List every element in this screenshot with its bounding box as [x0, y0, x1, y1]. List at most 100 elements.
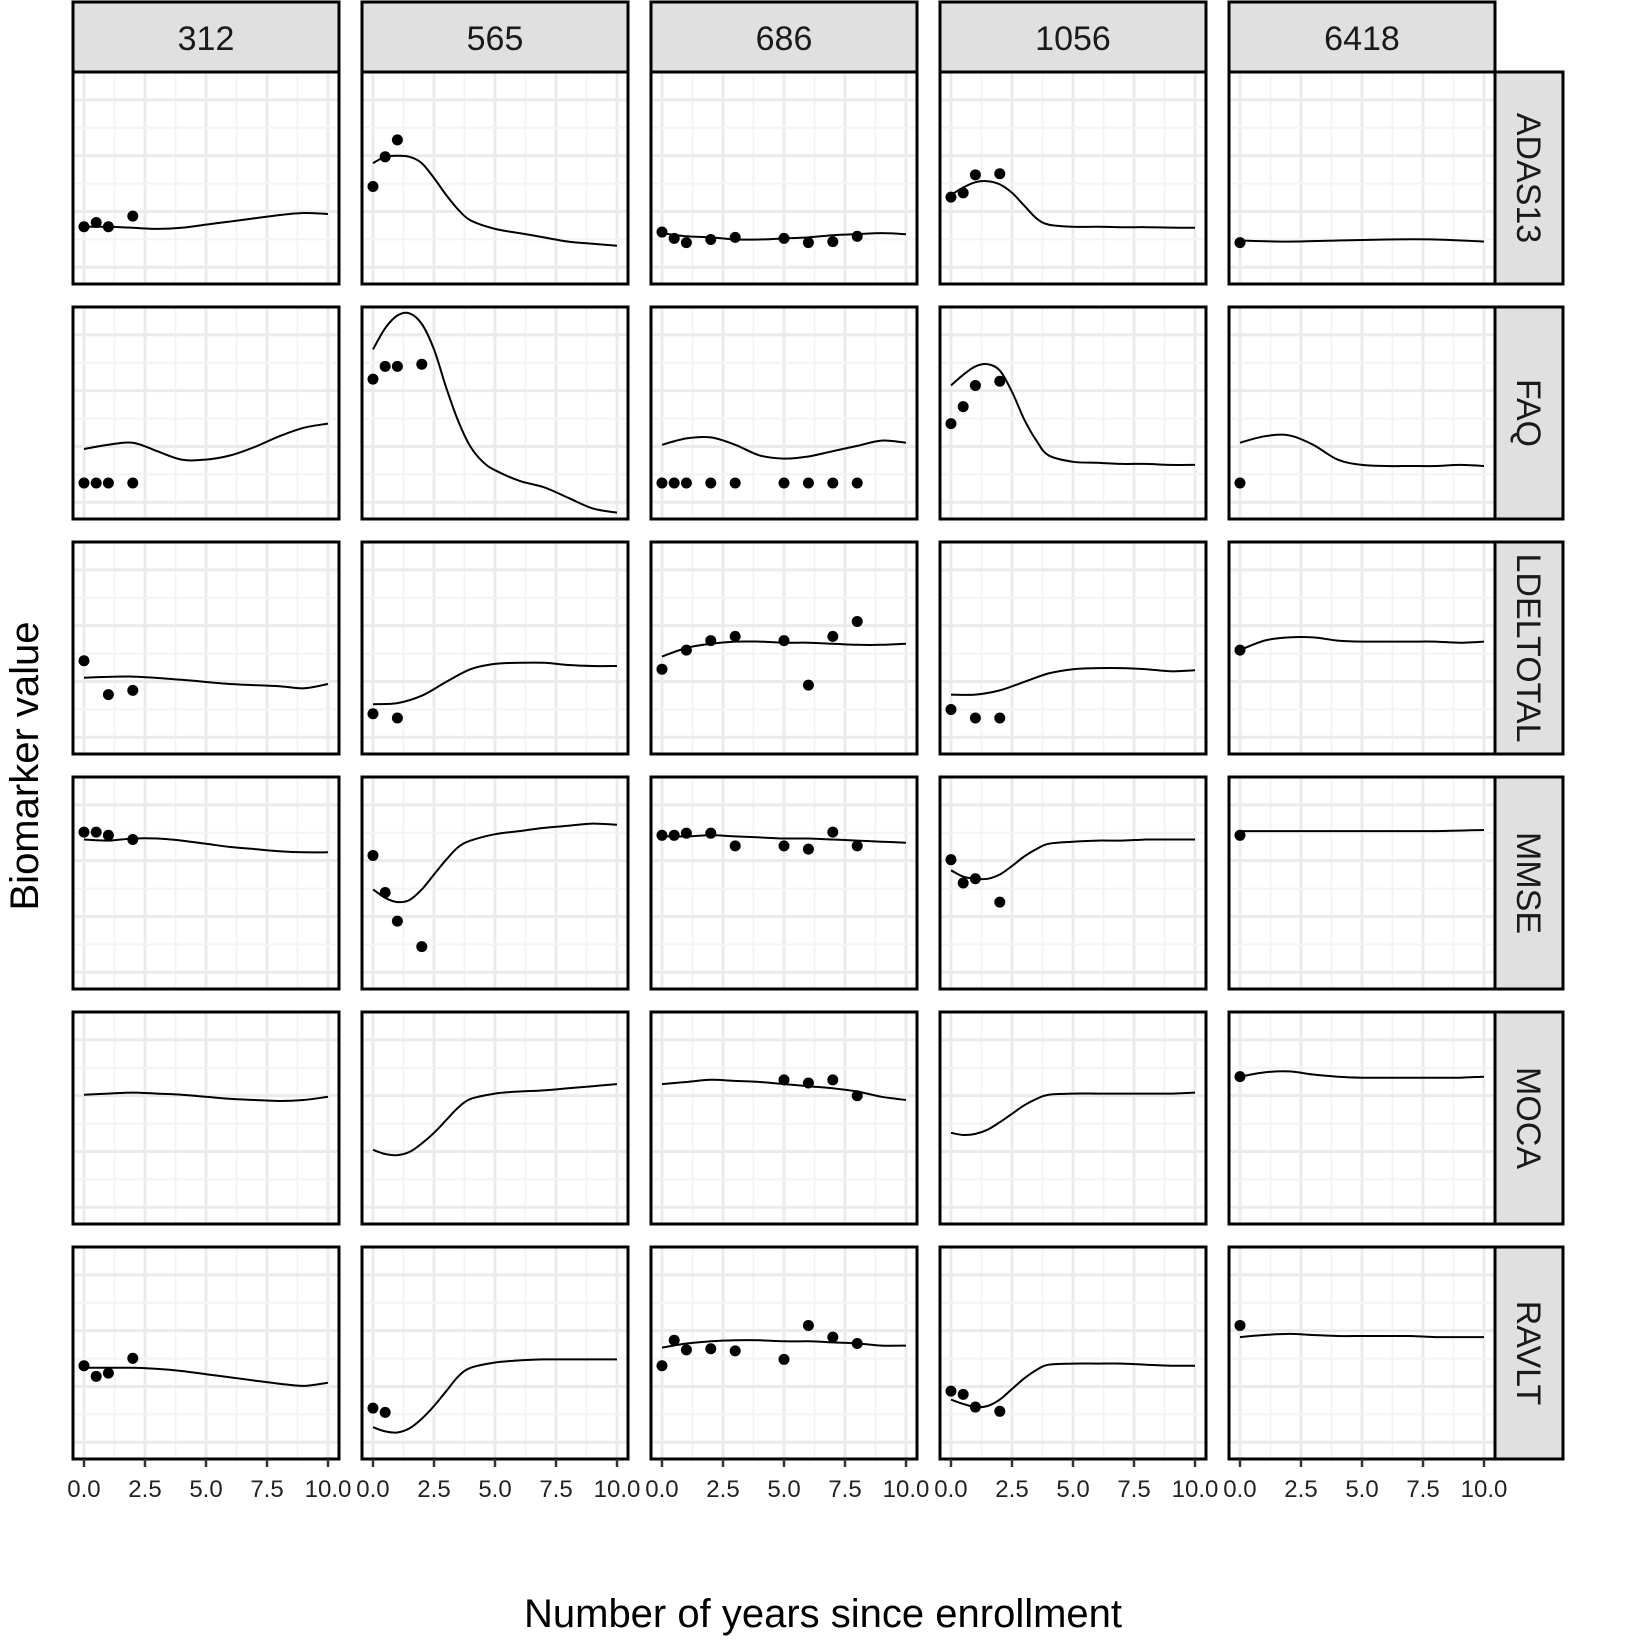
panel-ravlt-565: [360, 1245, 630, 1461]
panel-moca-686: [649, 1010, 919, 1226]
data-point: [1234, 477, 1246, 489]
fitted-curve: [1239, 636, 1485, 652]
data-point: [851, 230, 863, 242]
data-point: [945, 418, 957, 430]
panel-mmse-6418: [1227, 775, 1497, 991]
column-strip-686: 686: [649, 0, 919, 74]
panel-mmse-565: [360, 775, 630, 991]
data-point: [656, 226, 668, 238]
data-point: [705, 233, 717, 245]
panel-ldeltotal-565: [360, 540, 630, 756]
panel-moca-565: [360, 1010, 630, 1226]
data-point: [102, 221, 114, 233]
data-point: [945, 1385, 957, 1397]
panel-mmse-686: [649, 775, 919, 991]
data-point: [367, 708, 379, 720]
fitted-curve: [950, 1091, 1196, 1137]
panel-mmse-312: [71, 775, 341, 991]
data-point: [78, 477, 90, 489]
x-tick-label: 0.0: [1223, 1476, 1256, 1503]
panel-moca-6418: [1227, 1010, 1497, 1226]
data-point: [367, 373, 379, 385]
data-point: [705, 1343, 717, 1355]
data-point: [127, 1352, 139, 1364]
x-tick-label: 10.0: [1172, 1476, 1219, 1503]
data-point: [957, 187, 969, 199]
x-axis-title: Number of years since enrollment: [524, 1592, 1122, 1636]
row-strip-ravlt: RAVLT: [1493, 1245, 1565, 1461]
data-point: [778, 840, 790, 852]
data-point: [78, 221, 90, 233]
row-strip-mmse: MMSE: [1493, 775, 1565, 991]
data-point: [802, 843, 814, 855]
panel-adas13-686: [649, 70, 919, 286]
x-axes: 0.0 2.5 5.0 7.5 10.0 0.0 2.5 5.0 7.5 10.0 0.0 2.5 5.…: [67, 1459, 1507, 1503]
x-tick-label: 5.0: [1056, 1476, 1089, 1503]
fitted-curve: [372, 154, 618, 247]
data-point: [827, 477, 839, 489]
panel-ravlt-312: [71, 1245, 341, 1461]
row-strip-label: LDELTOTAL: [1509, 554, 1547, 743]
data-point: [851, 840, 863, 852]
data-point: [668, 1334, 680, 1346]
column-strip-1056: 1056: [938, 0, 1208, 74]
x-tick-label: 2.5: [417, 1476, 450, 1503]
data-point: [416, 358, 428, 370]
row-strip-label: MOCA: [1509, 1067, 1547, 1169]
x-tick-label: 2.5: [995, 1476, 1028, 1503]
data-point: [90, 217, 102, 229]
row-strip-label: FAQ: [1509, 379, 1547, 447]
data-point: [851, 616, 863, 627]
x-tick-label: 7.5: [828, 1476, 861, 1503]
data-point: [802, 477, 814, 489]
data-point: [391, 915, 403, 927]
x-tick-label: 7.5: [1406, 1476, 1439, 1503]
data-point: [994, 712, 1006, 724]
panel-ravlt-686: [649, 1245, 919, 1461]
data-point: [1234, 1319, 1246, 1331]
panel-faq-686: [649, 305, 919, 521]
x-tick-label: 2.5: [706, 1476, 739, 1503]
panel-adas13-1056: [938, 70, 1208, 286]
data-point: [945, 854, 957, 866]
panel-adas13-312: [71, 70, 341, 286]
x-tick-label: 5.0: [478, 1476, 511, 1503]
column-strip-6418: 6418: [1227, 0, 1497, 74]
fitted-curve: [372, 311, 618, 514]
data-point: [680, 477, 692, 489]
x-tick-label: 2.5: [128, 1476, 161, 1503]
data-point: [127, 834, 139, 846]
x-axis-1056: 0.0 2.5 5.0 7.5 10.0: [934, 1459, 1218, 1503]
fitted-curve: [83, 422, 329, 462]
x-tick-label: 7.5: [1117, 1476, 1150, 1503]
data-point: [668, 232, 680, 244]
data-point: [802, 1077, 814, 1089]
panel-ldeltotal-1056: [938, 540, 1208, 756]
panel-faq-312: [71, 305, 341, 521]
data-point: [668, 829, 680, 841]
data-point: [957, 401, 969, 413]
x-tick-label: 0.0: [934, 1476, 967, 1503]
fitted-curve: [372, 1083, 618, 1157]
data-point: [1234, 1071, 1246, 1083]
data-point: [1234, 829, 1246, 841]
data-point: [851, 1337, 863, 1349]
panel-moca-1056: [938, 1010, 1208, 1226]
fitted-curve: [372, 1358, 617, 1434]
data-point: [127, 684, 139, 696]
fitted-curve: [83, 675, 329, 690]
x-tick-label: 5.0: [767, 1476, 800, 1503]
fitted-curve: [1240, 829, 1485, 833]
fitted-curve: [950, 362, 1196, 466]
fitted-curve: [1239, 238, 1485, 243]
data-point: [729, 840, 741, 852]
data-point: [367, 180, 379, 192]
data-point: [827, 630, 839, 642]
panel-faq-6418: [1227, 305, 1497, 521]
data-point: [729, 630, 741, 642]
data-point: [778, 1074, 790, 1086]
data-point: [102, 1367, 114, 1379]
x-axis-565: 0.0 2.5 5.0 7.5 10.0: [356, 1459, 640, 1503]
data-point: [367, 849, 379, 861]
data-point: [969, 379, 981, 391]
